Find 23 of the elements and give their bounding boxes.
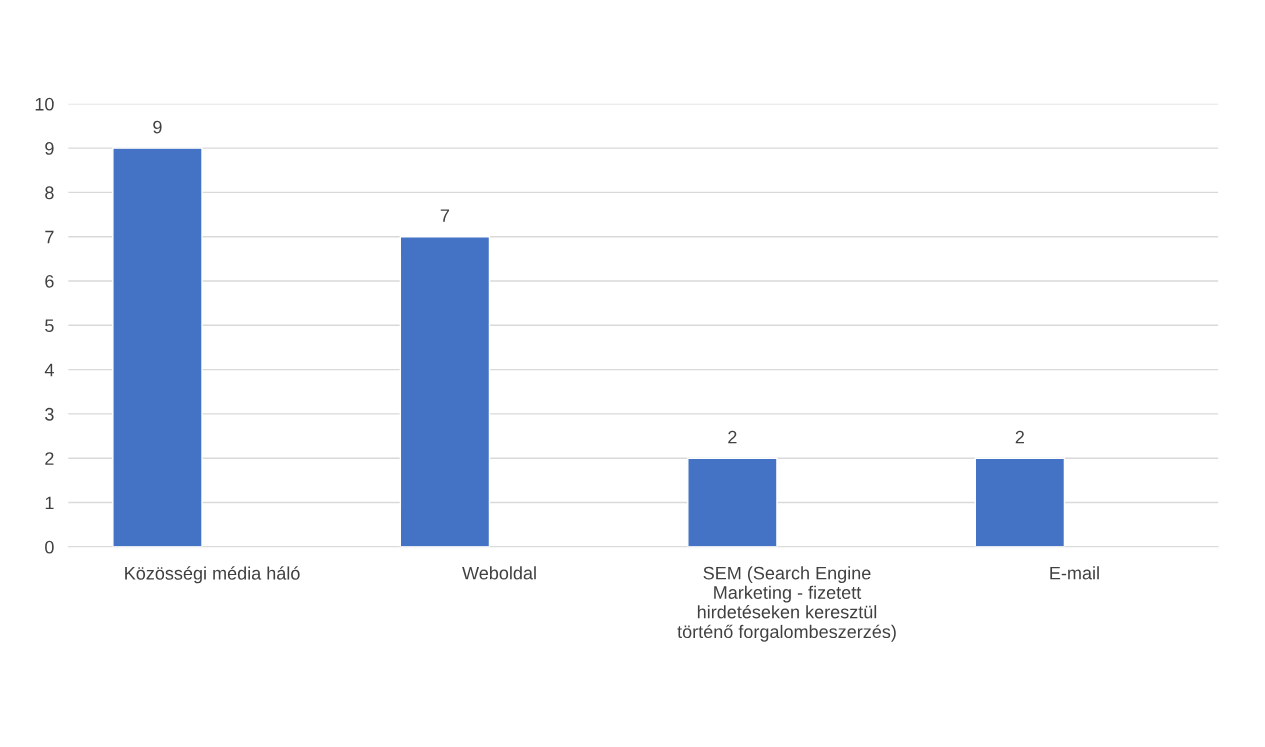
y-tick-label: 5 [45,319,54,333]
bar [399,236,491,547]
bar [112,147,203,547]
y-tick-label: 9 [45,142,54,155]
data-label: 2 [728,430,737,444]
data-label: 7 [440,209,450,222]
y-tick-label: 8 [45,186,54,200]
y-tick-label: 10 [35,97,54,111]
y-tick-label: 2 [45,452,54,465]
bar [974,457,1066,547]
data-label: 9 [153,120,162,134]
y-tick-label: 3 [45,407,54,421]
y-tick-label: 0 [45,540,54,554]
y-tick-label: 7 [45,230,54,244]
x-tick-label: E-mail [1050,566,1099,580]
y-tick-label: 4 [44,363,54,377]
y-tick-label: 6 [45,274,54,288]
x-tick-label: SEM (Search Engine Marketing - fizetett hirdetéseken keresztül történő forgalombeszerzés) [677,566,896,642]
x-tick-label: Weboldal [462,566,536,580]
data-label: 2 [1015,430,1024,444]
bar [687,457,778,547]
x-tick-label: Közösségi média háló [125,566,300,584]
y-tick-label: 1 [45,496,54,510]
